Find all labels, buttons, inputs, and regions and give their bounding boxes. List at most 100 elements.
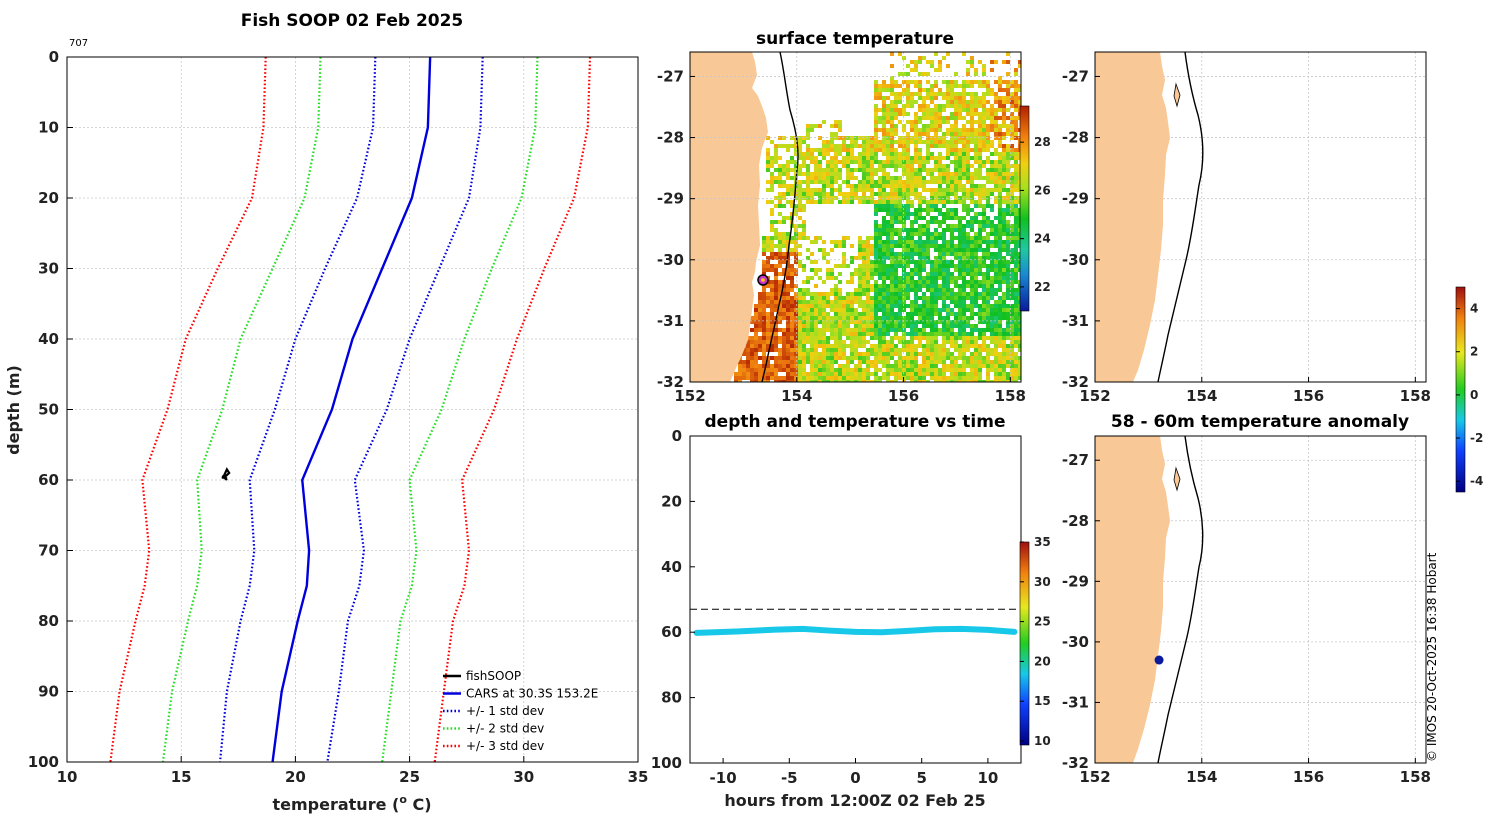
map-y-tick-label: -27 xyxy=(657,67,684,85)
map-y-tick-label: -29 xyxy=(1062,190,1089,208)
map-y-tick-label: -27 xyxy=(1062,451,1089,469)
map-y-tick-label: -28 xyxy=(657,129,684,147)
island-shape xyxy=(1173,466,1181,492)
map-x-tick-label: 158 xyxy=(1400,768,1431,786)
ts-x-tick-label: -10 xyxy=(710,769,737,787)
legend-entry: +/- 2 std dev xyxy=(466,722,544,736)
anomaly-colorbar-label: -4 xyxy=(1470,474,1483,488)
land-mass xyxy=(1095,52,1170,382)
map-y-tick-label: -30 xyxy=(1062,251,1089,269)
map-x-tick-label: 152 xyxy=(674,387,705,405)
std-dev-line xyxy=(326,56,484,763)
fishsoop-trace xyxy=(221,467,231,481)
sst-colorbar-label: 28 xyxy=(1034,135,1051,149)
map-y-tick-label: -27 xyxy=(1062,67,1089,85)
profile-x-tick-label: 35 xyxy=(628,768,649,786)
map-y-tick-label: -28 xyxy=(1062,512,1089,530)
map-x-tick-label: 152 xyxy=(1079,387,1110,405)
ts-y-tick-label: 60 xyxy=(661,623,682,641)
map-y-tick-label: -30 xyxy=(657,251,684,269)
std-dev-line xyxy=(161,56,322,763)
sst-colorbar-label: 24 xyxy=(1034,232,1051,246)
ts-y-tick-label: 20 xyxy=(661,492,682,510)
ts-x-tick-label: 5 xyxy=(916,769,926,787)
anomaly-point xyxy=(1154,655,1164,665)
std-dev-line xyxy=(218,56,377,763)
anomaly-colorbar-label: -2 xyxy=(1470,431,1483,445)
map-x-tick-label: 156 xyxy=(1293,768,1324,786)
anomaly-colorbar-label: 0 xyxy=(1470,388,1478,402)
top-right-map: 152 154 156 158 -27 -28 -29 -30 -31 -32 xyxy=(1062,51,1431,405)
map-x-tick-label: 156 xyxy=(1293,387,1324,405)
profile-y-tick-label: 90 xyxy=(38,683,59,701)
profile-y-label: depth (m) xyxy=(4,365,23,455)
sst-colorbar-label: 26 xyxy=(1034,183,1051,197)
profile-x-label: temperature (o C) xyxy=(272,793,431,814)
timeseries-title: depth and temperature vs time xyxy=(705,412,1006,432)
profile-y-tick-label: 100 xyxy=(28,753,59,771)
ts-y-tick-label: 40 xyxy=(661,558,682,576)
std-dev-line xyxy=(109,56,267,763)
shelf-contour xyxy=(1157,435,1204,764)
ts-x-tick-label: -5 xyxy=(781,769,798,787)
profile-y-tick-label: 40 xyxy=(38,330,59,348)
legend-entry: CARS at 30.3S 153.2E xyxy=(466,687,598,701)
profile-y-ticks: 0 10 20 30 40 50 60 70 80 90 100 xyxy=(28,48,73,771)
map-y-tick-label: -31 xyxy=(657,312,684,330)
map-y-tick-label: -29 xyxy=(1062,572,1089,590)
ts-colorbar-label: 30 xyxy=(1034,575,1051,589)
timeseries-x-label: hours from 12:00Z 02 Feb 25 xyxy=(724,791,985,810)
profile-y-tick-label: 60 xyxy=(38,471,59,489)
ts-y-tick-label: 80 xyxy=(661,689,682,707)
legend-entry: +/- 3 std dev xyxy=(466,739,544,753)
map-y-tick-label: -28 xyxy=(1062,129,1089,147)
profile-legend: fishSOOP CARS at 30.3S 153.2E +/- 1 std de… xyxy=(443,669,598,753)
map-x-tick-label: 154 xyxy=(1186,768,1217,786)
ts-colorbar-label: 25 xyxy=(1034,615,1051,629)
map-x-tick-label: 158 xyxy=(995,387,1026,405)
depth-trace xyxy=(693,625,1018,636)
map-y-tick-label: -30 xyxy=(1062,633,1089,651)
map-x-tick-label: 154 xyxy=(1186,387,1217,405)
profile-x-tick-label: 25 xyxy=(399,768,420,786)
std-dev-line xyxy=(433,56,592,763)
timeseries-colorbar xyxy=(1019,541,1030,746)
profile-y-tick-label: 0 xyxy=(49,48,59,66)
profile-y-tick-label: 30 xyxy=(38,260,59,278)
map-y-tick-label: -32 xyxy=(657,373,684,391)
ts-colorbar-label: 35 xyxy=(1034,535,1051,549)
sst-colorbar xyxy=(1019,105,1030,312)
map-x-tick-label: 154 xyxy=(781,387,812,405)
timeseries-plot xyxy=(690,608,1021,636)
anomaly-colorbar-label: 4 xyxy=(1470,302,1478,316)
cars-mean-line xyxy=(271,56,432,763)
anomaly-colorbar-ticks: -4 -2 0 2 4 xyxy=(1456,302,1483,488)
profile-x-tick-label: 30 xyxy=(513,768,534,786)
surface-map-title: surface temperature xyxy=(756,29,954,49)
credit-text: © IMOS 20-Oct-2025 16:38 Hobart xyxy=(1425,552,1439,762)
ts-x-tick-label: 0 xyxy=(850,769,860,787)
map-x-tick-label: 158 xyxy=(1400,387,1431,405)
legend-entry: +/- 1 std dev xyxy=(466,704,544,718)
anomaly-colorbar-label: 2 xyxy=(1470,345,1478,359)
land-mass xyxy=(690,52,768,382)
map-y-tick-label: -31 xyxy=(1062,693,1089,711)
station-marker-center xyxy=(761,278,765,282)
map-y-tick-label: -29 xyxy=(657,190,684,208)
profile-y-tick-label: 70 xyxy=(38,542,59,560)
legend-entry: fishSOOP xyxy=(466,669,521,683)
figure-title: Fish SOOP 02 Feb 2025 xyxy=(241,11,464,31)
fishsoop-line xyxy=(221,467,231,481)
land-mass xyxy=(1095,436,1170,763)
anomaly-title: 58 - 60m temperature anomaly xyxy=(1111,412,1409,432)
shelf-contour xyxy=(1157,51,1204,383)
profile-x-tick-label: 15 xyxy=(171,768,192,786)
profile-x-tick-label: 10 xyxy=(57,768,78,786)
profile-id: 707 xyxy=(69,38,88,49)
sst-field xyxy=(690,52,1021,382)
map-y-tick-label: -32 xyxy=(1062,754,1089,772)
ts-x-tick-label: 10 xyxy=(977,769,998,787)
profile-x-tick-label: 20 xyxy=(285,768,306,786)
